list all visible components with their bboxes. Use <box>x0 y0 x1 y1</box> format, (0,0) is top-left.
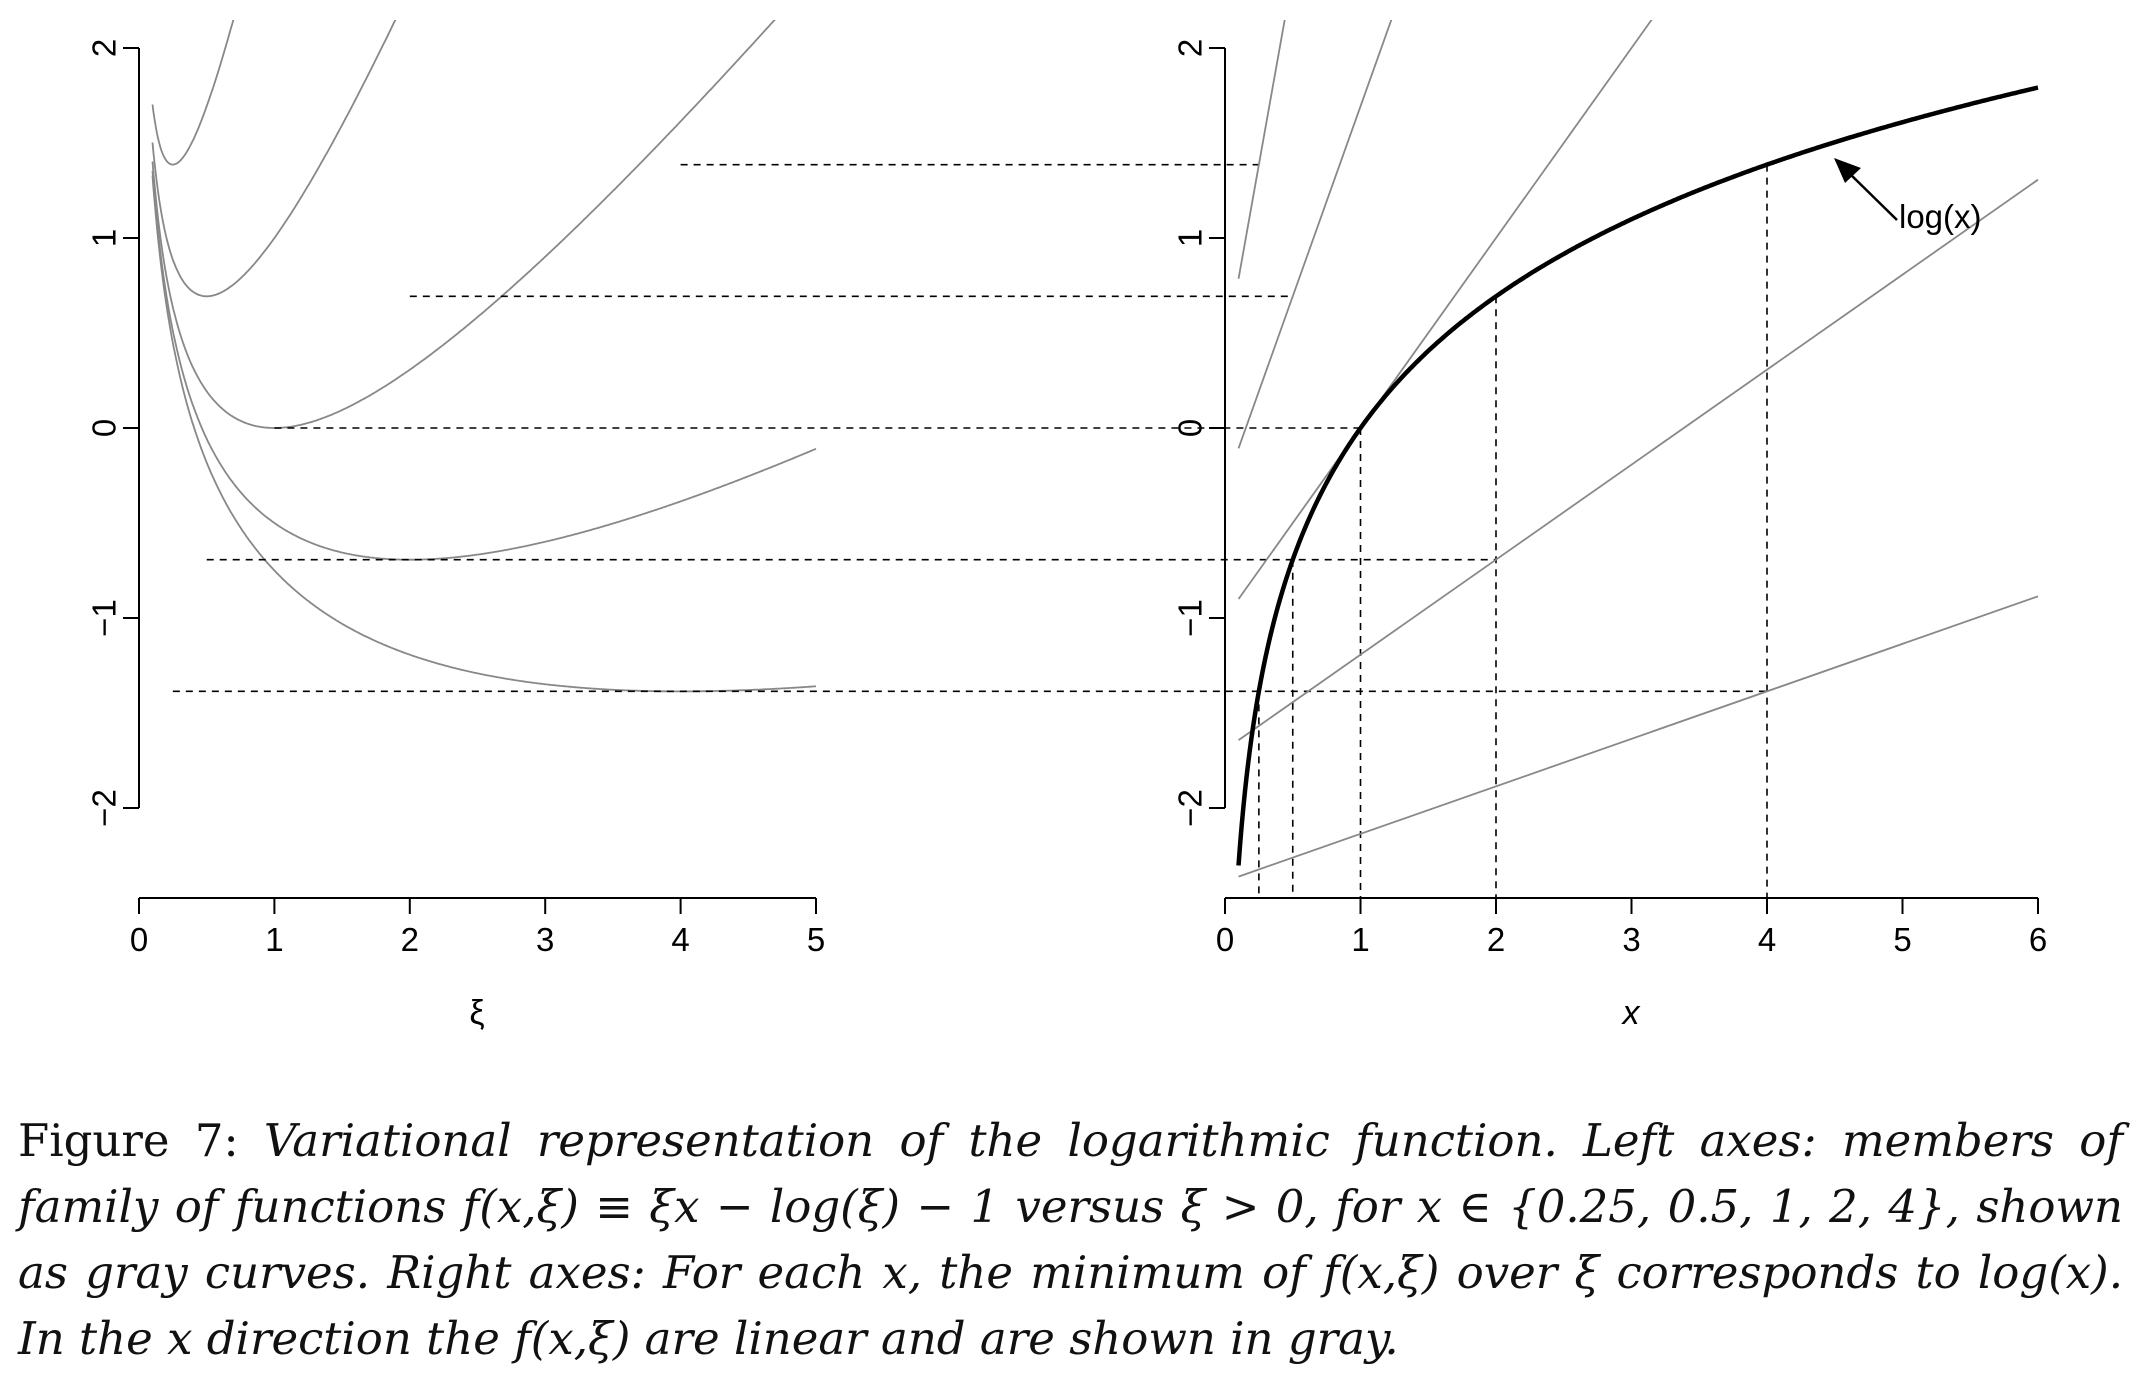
annotation-label: log(x) <box>1899 198 1982 235</box>
left-y-tick-label: 2 <box>86 39 123 57</box>
dashed-guides <box>172 163 1768 898</box>
left-x-tick-label: 1 <box>265 921 283 958</box>
family-curve <box>151 170 817 561</box>
family-curve <box>151 175 817 693</box>
left-x-tick-label: 5 <box>807 921 825 958</box>
left-x-axis-label: ξ <box>469 994 484 1032</box>
caption-text: Variational representation of the logari… <box>18 1114 2123 1365</box>
right-y-tick-label: 0 <box>1172 419 1209 437</box>
tangent-line <box>1238 178 2039 741</box>
left-panel: −2 −1 0 1 2 0 1 2 3 4 5 ξ <box>86 20 825 1032</box>
left-x-tick-label: 3 <box>536 921 554 958</box>
tangent-line <box>1238 595 2039 878</box>
right-x-tick-label: 3 <box>1622 921 1640 958</box>
family-curve <box>151 20 776 429</box>
right-panel: −2 −1 0 1 2 0 1 2 3 4 5 6 x log(x) <box>1172 20 2047 1032</box>
left-x-tick-label: 0 <box>130 921 148 958</box>
right-x-tick-label: 6 <box>2029 921 2047 958</box>
annotation-arrowhead <box>1834 158 1861 183</box>
right-x-tick-label: 4 <box>1758 921 1776 958</box>
right-y-ticks: −2 −1 0 1 2 <box>1172 39 1225 827</box>
right-x-tick-label: 5 <box>1893 921 1911 958</box>
right-y-tick-label: −1 <box>1172 599 1209 637</box>
log-curve <box>1236 85 2039 866</box>
right-x-tick-label: 1 <box>1351 921 1369 958</box>
left-x-tick-label: 2 <box>401 921 419 958</box>
left-y-tick-label: 1 <box>86 229 123 247</box>
left-x-tick-label: 4 <box>671 921 689 958</box>
left-x-ticks: 0 1 2 3 4 5 <box>130 898 825 958</box>
right-y-tick-label: 1 <box>1172 229 1209 247</box>
right-y-tick-label: −2 <box>1172 789 1209 827</box>
figure-caption: Figure 7: Variational representation of … <box>18 1108 2123 1372</box>
left-curves <box>151 20 817 693</box>
tangent-line <box>1237 20 1653 600</box>
caption-label: Figure 7: <box>18 1114 239 1167</box>
left-y-tick-label: −2 <box>86 789 123 827</box>
figure-7: −2 −1 0 1 2 0 1 2 3 4 5 ξ −2 −1 0 1 2 0 1 2 3 4 5 6 x log(x… <box>86 20 2047 1032</box>
annotation-arrow-shaft <box>1847 171 1898 221</box>
tangent-line <box>1237 20 1286 279</box>
right-tangent-lines <box>1237 20 2039 878</box>
tangent-line <box>1237 20 1393 449</box>
family-curve <box>151 20 397 298</box>
log-annotation: log(x) <box>1834 158 1982 235</box>
right-y-tick-label: 2 <box>1172 39 1209 57</box>
left-y-ticks: −2 −1 0 1 2 <box>86 39 139 827</box>
right-x-tick-label: 0 <box>1216 921 1234 958</box>
left-y-tick-label: 0 <box>86 419 123 437</box>
left-y-tick-label: −1 <box>86 599 123 637</box>
right-x-tick-label: 2 <box>1487 921 1505 958</box>
right-x-ticks: 0 1 2 3 4 5 6 <box>1216 898 2047 958</box>
right-x-axis-label: x <box>1621 994 1641 1032</box>
